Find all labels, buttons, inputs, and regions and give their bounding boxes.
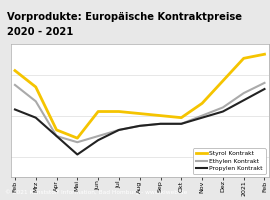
- Text: Vorprodukte: Europäische Kontraktpreise: Vorprodukte: Europäische Kontraktpreise: [7, 12, 242, 22]
- Text: 2020 - 2021: 2020 - 2021: [7, 27, 73, 37]
- Legend: Styrol Kontrakt, Ethylen Kontrakt, Propylen Kontrakt: Styrol Kontrakt, Ethylen Kontrakt, Propy…: [193, 148, 266, 174]
- Text: © 2021 Kunststoff Information, Bad Homburg - www.kiweb.de: © 2021 Kunststoff Information, Bad Hombu…: [5, 190, 188, 195]
